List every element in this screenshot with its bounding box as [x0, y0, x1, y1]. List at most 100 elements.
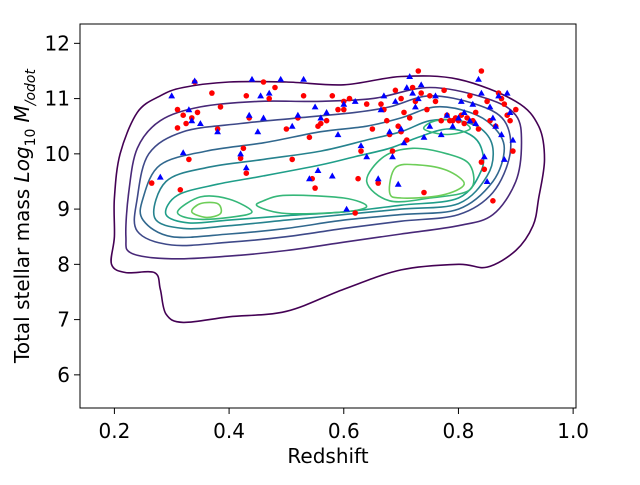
blue-triangle-point	[260, 114, 267, 121]
blue-triangle-point	[486, 103, 494, 110]
red-circle-point	[501, 101, 508, 107]
red-circle-point	[481, 166, 488, 173]
blue-triangle-point	[237, 150, 244, 157]
x-tick-label: 0.6	[328, 419, 360, 443]
red-circle-point	[352, 210, 359, 216]
contour-line	[255, 194, 368, 215]
blue-triangle-point	[340, 100, 348, 107]
red-circle-point	[461, 120, 468, 127]
blue-triangle-point	[495, 92, 502, 99]
red-circle-point	[427, 93, 433, 99]
red-circle-point	[346, 95, 353, 102]
red-circle-point	[398, 95, 404, 102]
blue-triangle-point	[412, 103, 419, 110]
blue-triangle-point	[492, 122, 500, 129]
red-circle-point	[418, 90, 425, 96]
blue-triangle-point	[306, 175, 313, 182]
red-circle-point	[300, 93, 307, 99]
blue-triangle-point	[386, 128, 393, 135]
blue-triangle-point	[509, 136, 517, 143]
red-circle-point	[355, 175, 361, 182]
red-circle-point	[478, 68, 485, 74]
blue-triangle-point	[168, 92, 176, 99]
red-circle-point	[237, 155, 244, 162]
x-axis-label: Redshift	[287, 444, 368, 468]
contour-line	[124, 86, 523, 260]
red-circle-point	[194, 109, 201, 116]
blue-triangle-point	[288, 122, 296, 129]
blue-triangle-point	[328, 172, 336, 179]
red-circle-point	[335, 106, 341, 113]
blue-triangle-point	[469, 100, 477, 107]
blue-triangle-point	[406, 73, 414, 79]
red-circle-point	[183, 120, 189, 127]
blue-triangle-point	[503, 89, 511, 96]
red-circle-point	[318, 120, 324, 127]
red-circle-point	[513, 106, 519, 113]
blue-triangle-point	[483, 178, 491, 184]
y-tick-label: 7	[57, 308, 70, 332]
blue-triangle-point	[397, 125, 405, 132]
blue-triangle-point	[245, 111, 253, 118]
blue-triangle-point	[426, 122, 434, 129]
data-markers	[148, 68, 519, 216]
red-circle-point	[475, 126, 482, 132]
contour-line	[133, 94, 512, 247]
y-tick-label: 9	[57, 197, 70, 221]
red-circle-point	[323, 117, 330, 124]
x-tick-label: 0.2	[98, 419, 130, 443]
red-circle-point	[312, 185, 318, 191]
blue-triangle-point	[377, 106, 385, 113]
x-tick-label: 1.0	[557, 419, 589, 443]
red-circle-point	[148, 180, 155, 186]
blue-triangle-point	[500, 156, 508, 162]
blue-triangle-point	[466, 117, 474, 124]
red-circle-point	[389, 148, 396, 154]
red-circle-point	[174, 106, 181, 113]
blue-triangle-point	[380, 92, 388, 99]
blue-triangle-point	[506, 109, 514, 115]
contour-line	[176, 195, 253, 221]
y-tick-label: 6	[57, 363, 70, 387]
y-axis-label: Total stellar mass Log10M/odot	[10, 69, 39, 364]
red-circle-point	[378, 101, 384, 107]
red-circle-point	[289, 156, 296, 163]
blue-triangle-point	[400, 139, 408, 146]
blue-triangle-point	[478, 89, 485, 96]
blue-triangle-point	[432, 92, 439, 99]
blue-triangle-point	[197, 120, 204, 126]
x-axis-ticks: 0.2 0.4 0.6 0.8 1.0	[98, 408, 589, 443]
red-circle-point	[243, 170, 250, 176]
blue-triangle-point	[475, 75, 482, 82]
red-circle-point	[424, 106, 430, 113]
red-circle-point	[363, 101, 370, 107]
red-circle-point	[404, 137, 410, 143]
red-circle-point	[266, 95, 273, 102]
density-contours	[110, 75, 546, 324]
blue-triangle-point	[480, 153, 488, 160]
red-circle-point	[472, 109, 479, 116]
blue-triangle-point	[254, 128, 262, 135]
red-circle-point	[329, 93, 336, 99]
blue-triangle-point	[403, 84, 411, 91]
blue-triangle-point	[185, 106, 193, 113]
blue-triangle-point	[489, 114, 497, 121]
y-tick-label: 11	[45, 87, 70, 111]
red-circle-point	[243, 93, 250, 99]
blue-triangle-point	[343, 205, 350, 212]
red-circle-point	[484, 98, 490, 105]
blue-triangle-point	[449, 122, 457, 129]
y-tick-label: 10	[45, 142, 70, 166]
y-axis-ticks: 6 7 8 9 10 11 12	[45, 31, 80, 387]
y-tick-label: 8	[57, 252, 70, 276]
contour-line	[422, 118, 471, 136]
red-circle-point	[409, 84, 416, 91]
blue-triangle-point	[323, 109, 330, 115]
contour-line	[164, 128, 485, 224]
blue-triangle-point	[214, 128, 221, 135]
red-circle-point	[177, 187, 184, 193]
red-circle-point	[260, 79, 267, 85]
